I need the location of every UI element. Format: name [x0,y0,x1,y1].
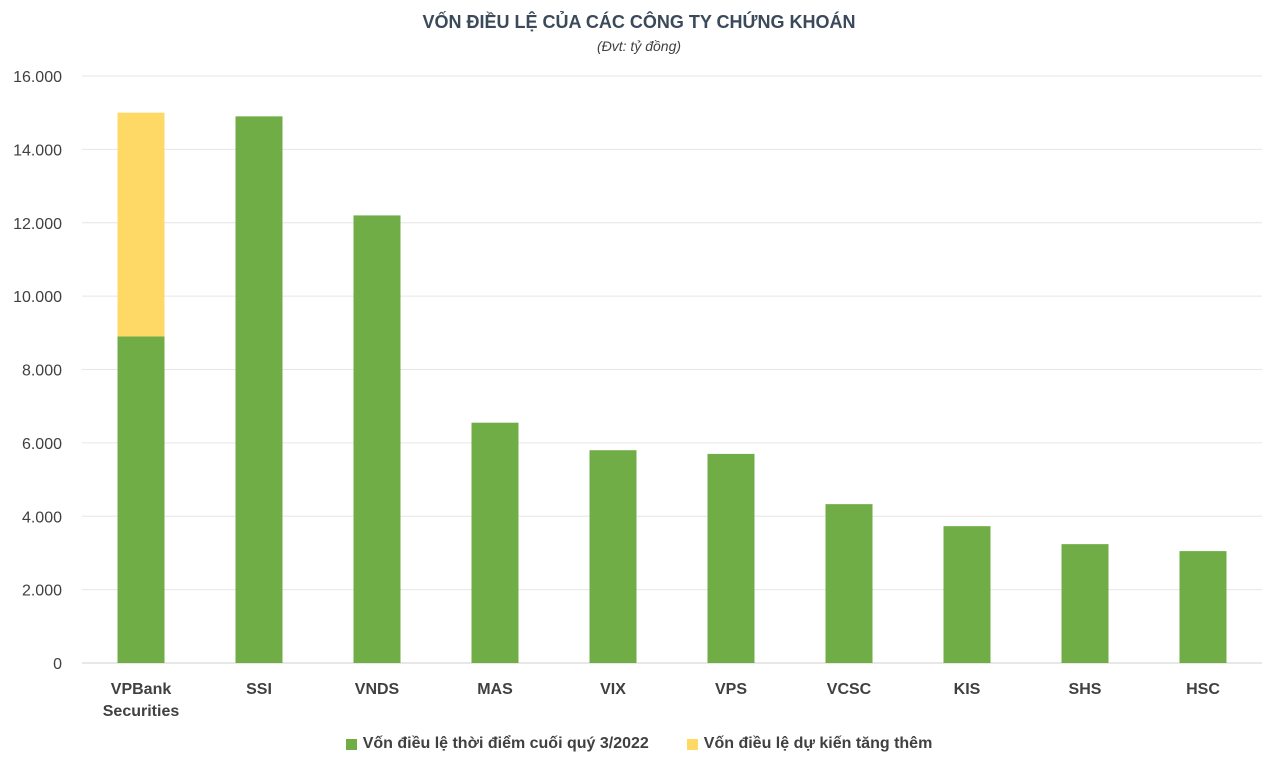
y-axis-ticks: 0 2.000 4.000 6.000 8.000 10.000 12.000 14.000 1… [13,69,62,673]
bar-current-capital [471,422,519,663]
bar-current-capital [235,116,283,663]
y-tick-label: 8.000 [22,363,62,380]
y-tick-label: 12.000 [13,216,62,233]
x-category-label: VPBank [111,681,172,698]
bar-current-capital [589,450,637,663]
chart-title: VỐN ĐIỀU LỆ CỦA CÁC CÔNG TY CHỨNG KHOÁN [422,12,856,32]
chart-subtitle: (Đvt: tỷ đồng) [596,38,682,54]
legend-label-planned: Vốn điều lệ dự kiến tăng thêm [703,735,933,752]
x-category-label: Securities [103,703,180,720]
y-tick-label: 6.000 [22,436,62,453]
y-tick-label: 0 [53,656,62,673]
x-axis-categories: VPBank Securities SSI VNDS MAS VIX VPS VCSC KIS S… [103,681,1221,720]
x-category-label: VCSC [827,681,872,698]
y-tick-label: 14.000 [13,142,62,159]
x-category-label: MAS [477,681,513,698]
x-category-label: VIX [600,681,626,698]
bar-current-capital [117,336,165,663]
bar-current-capital [1061,544,1109,663]
bars [117,112,1227,663]
legend-swatch-current [345,738,357,750]
x-category-label: HSC [1186,681,1220,698]
bar-current-capital [353,215,401,663]
bar-planned-increase [117,112,165,337]
bar-current-capital [825,504,873,663]
x-category-label: SSI [246,681,272,698]
y-tick-label: 4.000 [22,509,62,526]
x-category-label: VNDS [355,681,400,698]
legend: Vốn điều lệ thời điểm cuối quý 3/2022 Vố… [0,735,1278,753]
x-category-label: KIS [954,681,981,698]
x-category-label: VPS [715,681,747,698]
bar-current-capital [943,526,991,663]
legend-item-current: Vốn điều lệ thời điểm cuối quý 3/2022 [345,735,649,753]
legend-swatch-planned [686,738,698,750]
y-tick-label: 10.000 [13,289,62,306]
x-category-label: SHS [1069,681,1102,698]
legend-item-planned: Vốn điều lệ dự kiến tăng thêm [686,735,933,753]
bar-current-capital [1179,551,1227,663]
legend-label-current: Vốn điều lệ thời điểm cuối quý 3/2022 [362,735,649,752]
y-tick-label: 16.000 [13,69,62,86]
y-tick-label: 2.000 [22,583,62,600]
bar-current-capital [707,453,755,663]
